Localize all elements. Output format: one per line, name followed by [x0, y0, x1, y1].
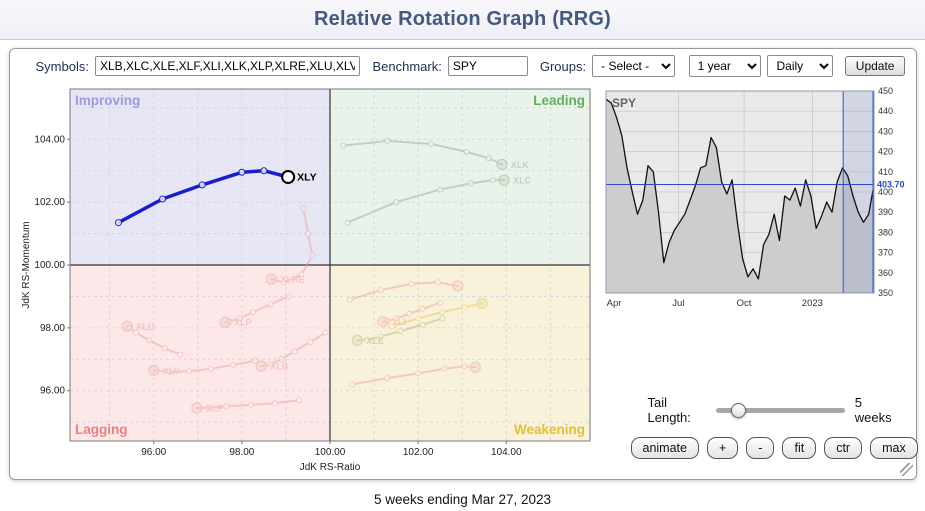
- svg-text:96.00: 96.00: [39, 386, 64, 397]
- svg-text:380: 380: [878, 227, 893, 237]
- svg-text:Jul: Jul: [672, 298, 684, 309]
- frequency-select[interactable]: Daily: [767, 55, 833, 77]
- svg-text:400: 400: [878, 187, 893, 197]
- svg-text:XLV: XLV: [162, 366, 179, 376]
- benchmark-label: Benchmark:: [372, 58, 442, 74]
- svg-text:100.00: 100.00: [34, 260, 65, 271]
- main-content: Improving Leading Lagging Weakening XLY XLK XL…: [10, 81, 918, 477]
- svg-text:XLE: XLE: [366, 336, 384, 346]
- zoom-out-button[interactable]: -: [746, 437, 775, 459]
- rrg-tail-XLC[interactable]: XLC: [344, 174, 532, 226]
- svg-text:Apr: Apr: [606, 298, 621, 309]
- svg-text:XLY: XLY: [297, 172, 316, 184]
- svg-text:430: 430: [878, 126, 893, 136]
- svg-text:JdK RS-Ratio: JdK RS-Ratio: [299, 462, 360, 473]
- svg-text:410: 410: [878, 167, 893, 177]
- groups-select[interactable]: - Select -: [592, 55, 675, 77]
- svg-text:98.00: 98.00: [39, 323, 64, 334]
- period-select[interactable]: 1 year: [688, 55, 762, 77]
- svg-text:360: 360: [878, 268, 893, 278]
- svg-text:450: 450: [878, 86, 893, 96]
- symbols-input[interactable]: [94, 56, 361, 76]
- svg-text:JdK RS-Momentum: JdK RS-Momentum: [21, 221, 32, 308]
- center-button[interactable]: ctr: [824, 437, 863, 459]
- page-header: Relative Rotation Graph (RRG): [0, 0, 925, 40]
- animate-button[interactable]: animate: [630, 437, 699, 459]
- right-panel: 350 360 370 380 390 400 410 420 430 440 450 403.70 S…: [604, 83, 918, 475]
- rrg-tail-XLU[interactable]: XLU: [121, 320, 183, 358]
- svg-text:440: 440: [878, 106, 893, 116]
- max-button[interactable]: max: [870, 437, 918, 459]
- svg-text:104.00: 104.00: [490, 447, 521, 458]
- tail-length-value: 5 weeks: [854, 395, 892, 425]
- svg-text:Oct: Oct: [736, 298, 751, 309]
- chart-buttons: animate + - fit ctr max: [630, 437, 918, 459]
- date-range-caption: 5 weeks ending Mar 27, 2023: [373, 492, 552, 507]
- rrg-tail-XLY[interactable]: XLY: [114, 167, 316, 227]
- symbols-label: Symbols:: [35, 58, 89, 74]
- svg-text:100.00: 100.00: [314, 447, 345, 458]
- tail-length-label: Tail Length:: [647, 395, 691, 425]
- svg-text:SPY: SPY: [612, 96, 636, 110]
- page-title: Relative Rotation Graph (RRG): [314, 8, 611, 30]
- svg-text:102.00: 102.00: [34, 197, 65, 208]
- groups-label: Groups:: [539, 58, 587, 74]
- svg-text:350: 350: [878, 288, 893, 298]
- rrg-tail-XLP[interactable]: XLP: [218, 293, 291, 328]
- benchmark-input[interactable]: [447, 56, 528, 76]
- rrg-tail-unlabeled[interactable]: [348, 361, 481, 388]
- svg-text:XLI: XLI: [391, 317, 405, 327]
- svg-text:XLRE: XLRE: [280, 275, 304, 285]
- fit-button[interactable]: fit: [782, 437, 817, 459]
- svg-text:102.00: 102.00: [402, 447, 433, 458]
- svg-text:XLP: XLP: [234, 318, 252, 328]
- svg-text:XLU: XLU: [136, 322, 154, 332]
- svg-text:370: 370: [878, 248, 893, 258]
- svg-text:420: 420: [878, 147, 893, 157]
- rrg-tail-XLV[interactable]: XLV: [147, 357, 258, 376]
- tail-length-slider[interactable]: [715, 407, 845, 413]
- rrg-tail-XLF[interactable]: XLF: [190, 397, 302, 414]
- svg-text:Leading: Leading: [533, 93, 585, 108]
- zoom-in-button[interactable]: +: [706, 437, 739, 459]
- svg-text:98.00: 98.00: [229, 447, 254, 458]
- tail-length-control: Tail Length: 5 weeks: [604, 395, 907, 425]
- rrg-tail-unlabeled[interactable]: [388, 297, 488, 330]
- svg-text:XLC: XLC: [513, 176, 532, 186]
- rrg-tail-XLK[interactable]: XLK: [339, 137, 529, 171]
- svg-text:403.70: 403.70: [877, 180, 905, 190]
- rrg-chart[interactable]: Improving Leading Lagging Weakening XLY XLK XL…: [20, 83, 596, 475]
- rrg-tail-XLB[interactable]: XLB: [255, 329, 329, 372]
- rrg-tail-XLE[interactable]: XLE: [351, 315, 445, 347]
- rrg-tail-XLRE[interactable]: XLRE: [265, 205, 315, 286]
- svg-text:2023: 2023: [801, 298, 822, 309]
- rrg-tail-XLI[interactable]: XLI: [376, 299, 443, 328]
- rrg-tail-unlabeled[interactable]: [346, 279, 463, 303]
- svg-text:96.00: 96.00: [141, 447, 166, 458]
- resize-grip-icon[interactable]: [899, 463, 913, 476]
- svg-text:XLF: XLF: [205, 404, 223, 414]
- update-button[interactable]: Update: [844, 56, 906, 76]
- svg-text:Lagging: Lagging: [75, 422, 128, 437]
- rrg-app-panel: Symbols: Benchmark: Groups: - Select - 1…: [8, 48, 918, 480]
- svg-text:XLB: XLB: [270, 362, 289, 372]
- svg-text:Improving: Improving: [75, 93, 140, 108]
- svg-text:XLK: XLK: [510, 160, 529, 170]
- benchmark-price-chart[interactable]: 350 360 370 380 390 400 410 420 430 440 450 403.70 S…: [604, 83, 907, 313]
- svg-text:Weakening: Weakening: [513, 422, 584, 437]
- svg-text:390: 390: [878, 207, 893, 217]
- svg-text:104.00: 104.00: [34, 134, 65, 145]
- toolbar: Symbols: Benchmark: Groups: - Select - 1…: [10, 53, 916, 81]
